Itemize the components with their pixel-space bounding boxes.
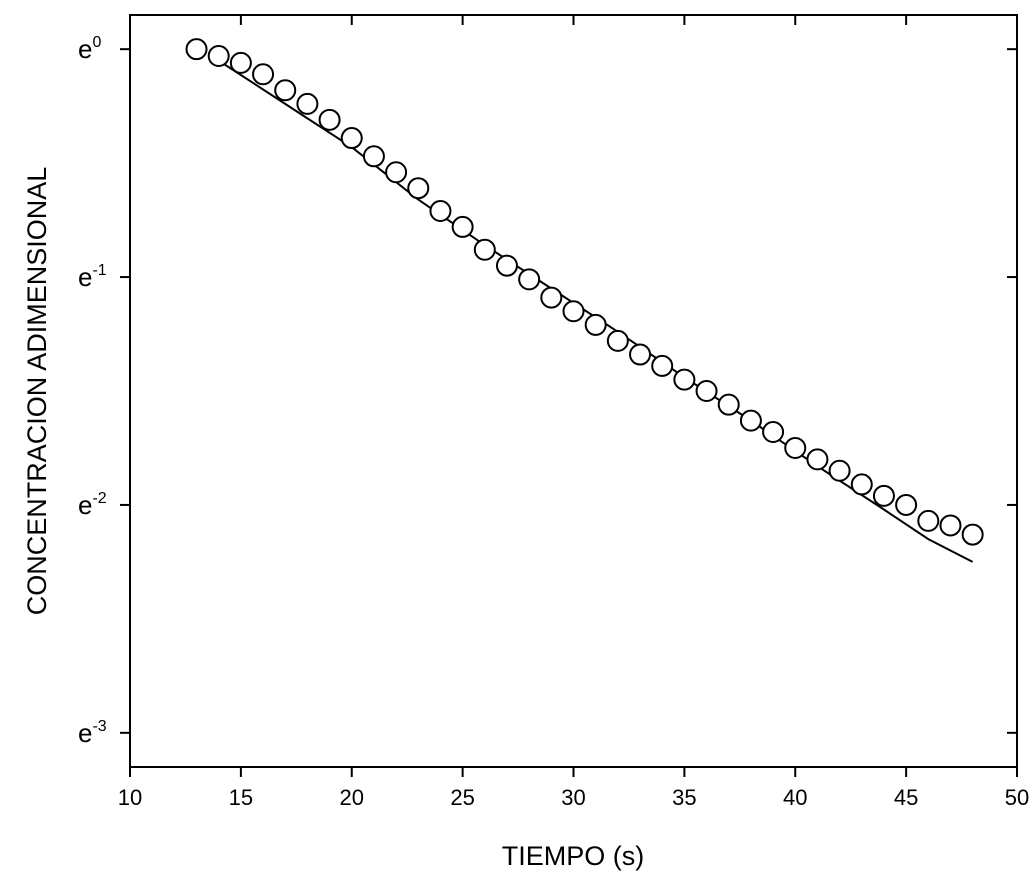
data-point xyxy=(385,161,408,184)
data-points-group xyxy=(185,38,984,546)
x-axis-ticks: 10 15 20 25 30 35 40 45 50 xyxy=(118,15,1029,810)
data-point xyxy=(695,380,718,402)
data-point xyxy=(629,343,652,366)
data-point xyxy=(318,108,341,131)
data-point xyxy=(784,436,807,459)
data-point xyxy=(540,286,563,309)
data-point xyxy=(717,393,740,416)
x-tick-label: 40 xyxy=(783,785,807,810)
x-tick-label: 20 xyxy=(340,785,364,810)
data-point xyxy=(207,45,230,68)
data-point xyxy=(828,459,851,482)
x-tick-label: 10 xyxy=(118,785,142,810)
data-point xyxy=(429,199,452,222)
y-axis-title: CONCENTRACION ADIMENSIONAL xyxy=(22,167,52,616)
data-point xyxy=(651,354,674,377)
data-point xyxy=(185,38,208,61)
data-point xyxy=(296,92,319,115)
data-point xyxy=(407,177,430,200)
x-tick-label: 30 xyxy=(561,785,585,810)
data-point xyxy=(562,300,585,323)
data-point xyxy=(473,238,496,261)
x-tick-label: 50 xyxy=(1005,785,1029,810)
y-tick-label: e-3 xyxy=(78,718,107,748)
data-point xyxy=(872,484,895,507)
data-point xyxy=(451,215,474,238)
data-point xyxy=(606,329,629,352)
data-point xyxy=(252,63,275,86)
x-tick-label: 25 xyxy=(450,785,474,810)
y-tick-label: e-2 xyxy=(78,490,107,520)
x-tick-label: 35 xyxy=(672,785,696,810)
data-point xyxy=(495,254,518,277)
plot-frame xyxy=(129,14,1018,768)
data-point xyxy=(673,368,696,391)
x-tick-label: 45 xyxy=(894,785,918,810)
data-point xyxy=(961,523,984,546)
data-point xyxy=(518,268,541,291)
data-point xyxy=(806,448,829,471)
data-point xyxy=(274,79,297,102)
data-point xyxy=(229,51,252,74)
data-point xyxy=(895,493,918,516)
data-point xyxy=(340,127,363,150)
y-tick-label: e0 xyxy=(78,34,101,64)
data-point xyxy=(850,473,873,496)
data-point xyxy=(917,509,940,532)
x-tick-label: 15 xyxy=(229,785,253,810)
data-point xyxy=(939,514,962,537)
x-axis-title: TIEMPO (s) xyxy=(502,841,645,871)
data-point xyxy=(762,421,785,444)
data-point xyxy=(362,145,385,168)
y-axis-ticks: e0 e-1 e-2 e-3 xyxy=(78,34,1017,748)
data-point xyxy=(584,313,607,336)
y-tick-label: e-1 xyxy=(78,262,107,292)
data-point xyxy=(739,409,762,432)
